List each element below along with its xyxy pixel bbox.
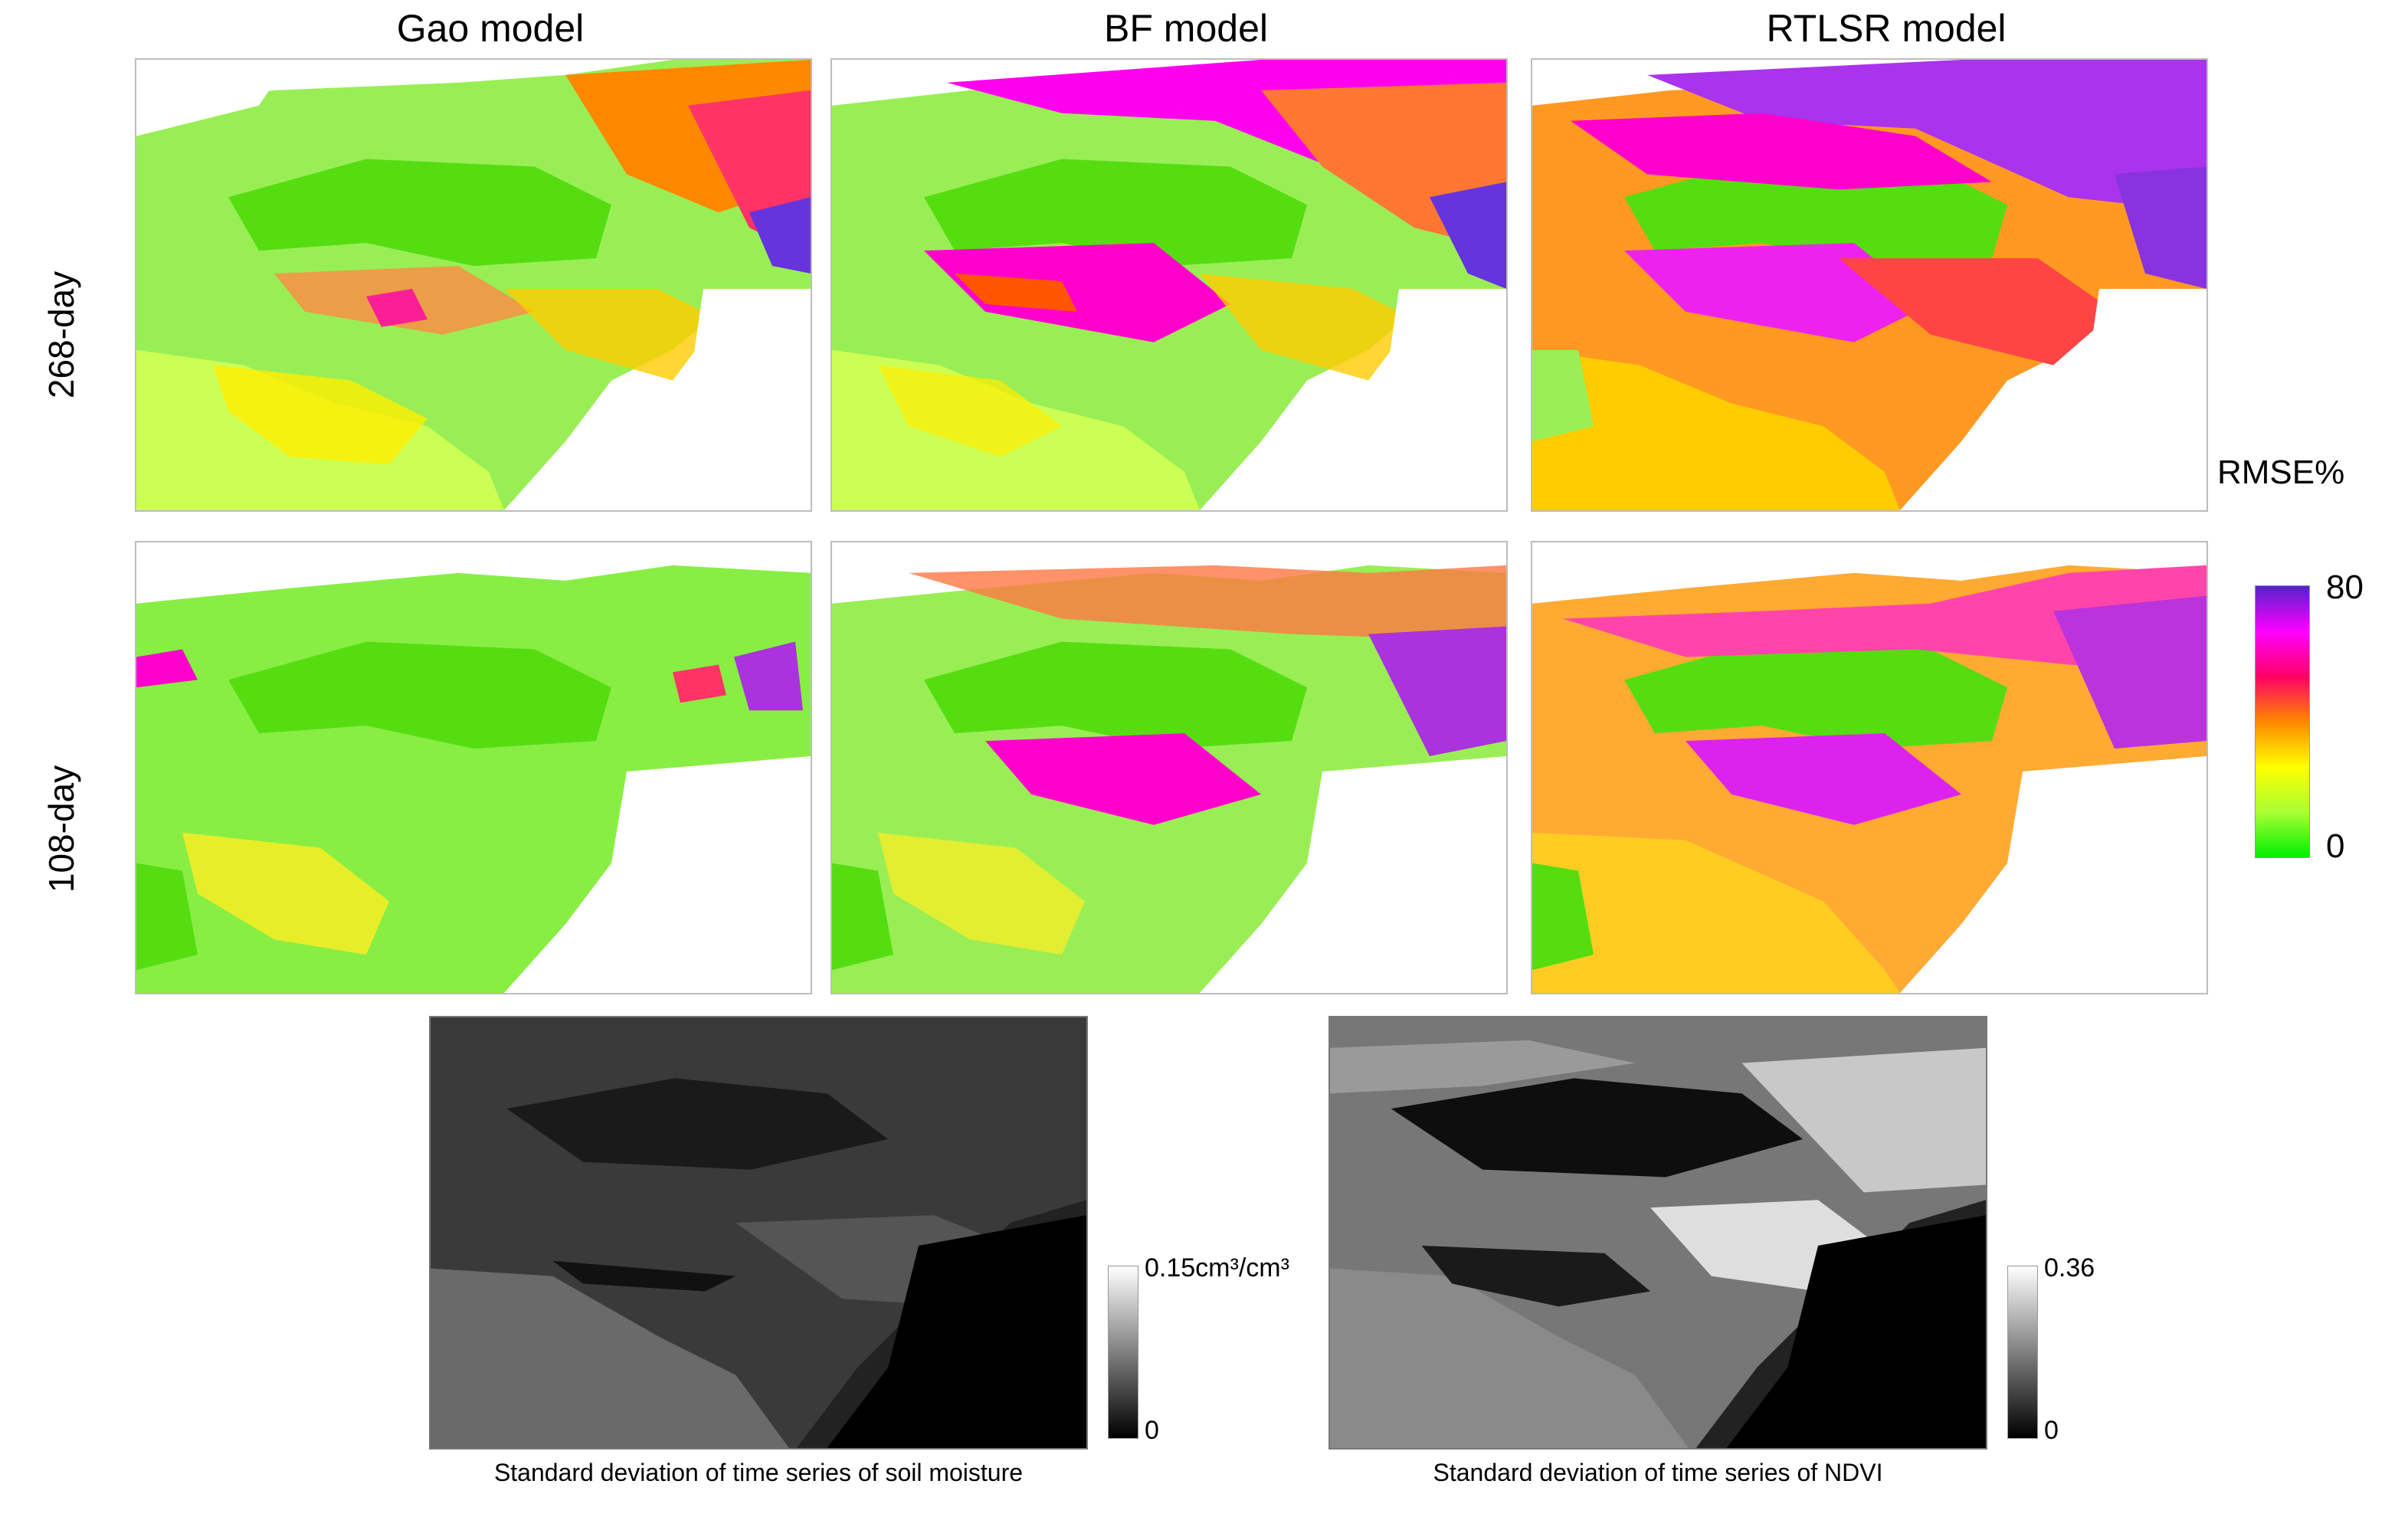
column-title-bf: BF model: [1104, 7, 1268, 50]
rmse-colorbar: [2255, 585, 2310, 858]
ndvi-colorbar: [2007, 1266, 2038, 1439]
legend-max-label: 80: [2326, 568, 2364, 606]
map-rtlsr-108: [1531, 541, 2208, 994]
map-gao-268-image: [136, 60, 811, 510]
map-gao-268: [135, 58, 812, 512]
column-title-gao: Gao model: [396, 7, 585, 50]
soil-moisture-max-label: 0.15cm³/cm³: [1145, 1253, 1289, 1282]
map-gao-108-image: [136, 542, 811, 993]
ndvi-std-map: [1328, 1016, 1987, 1450]
soil-moisture-min-label: 0: [1145, 1416, 1159, 1445]
ndvi-max-label: 0.36: [2044, 1253, 2095, 1282]
row-label-268-day: 268-day: [41, 270, 81, 399]
ndvi-caption: Standard deviation of time series of NDV…: [1433, 1459, 1883, 1486]
map-bf-108-image: [832, 542, 1506, 993]
map-bf-268: [831, 58, 1508, 512]
map-gao-108: [135, 541, 812, 994]
ndvi-min-label: 0: [2044, 1416, 2059, 1445]
column-title-rtlsr: RTLSR model: [1766, 7, 2007, 50]
map-bf-108: [831, 541, 1508, 994]
map-rtlsr-268-image: [1532, 60, 2207, 510]
map-bf-268-image: [832, 60, 1506, 510]
map-rtlsr-108-image: [1532, 542, 2207, 993]
ndvi-std-image: [1330, 1017, 1986, 1448]
soil-moisture-colorbar: [1108, 1266, 1138, 1439]
legend-title: RMSE%: [2217, 454, 2345, 491]
soil-moisture-std-map: [429, 1016, 1088, 1450]
row-label-108-day: 108-day: [41, 765, 81, 893]
map-rtlsr-268: [1531, 58, 2208, 512]
soil-moisture-std-image: [431, 1017, 1086, 1448]
soil-moisture-caption: Standard deviation of time series of soi…: [493, 1459, 1024, 1486]
legend-min-label: 0: [2326, 827, 2345, 865]
